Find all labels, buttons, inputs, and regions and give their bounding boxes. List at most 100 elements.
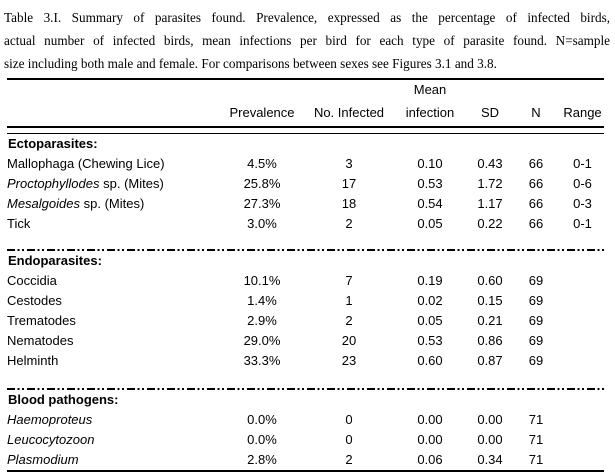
mean-infection-value: 0.05 — [417, 216, 443, 231]
mean-infection-value: 0.53 — [417, 176, 443, 191]
table-row: Nematodes 29.0% 20 0.53 0.86 69 — [7, 331, 604, 351]
range-value: 0-1 — [573, 156, 592, 171]
n-value: 66 — [528, 176, 544, 191]
no-infected-value: 3 — [345, 156, 353, 171]
col-header-range: Range — [563, 105, 602, 120]
no-infected-value: 7 — [345, 273, 353, 288]
sd-value: 0.87 — [477, 353, 503, 368]
range-value — [561, 410, 604, 430]
range-value — [561, 351, 604, 371]
mean-infection-value: 0.05 — [417, 313, 443, 328]
no-infected-value: 2 — [345, 313, 353, 328]
prevalence-value: 0.0% — [247, 412, 277, 427]
col-header-mean-top: Mean — [413, 82, 447, 97]
section-header-endoparasites: Endoparasites: — [7, 251, 604, 271]
sd-value: 0.34 — [477, 452, 503, 467]
no-infected-value: 23 — [341, 353, 357, 368]
prevalence-value: 27.3% — [243, 196, 281, 211]
parasite-label: Nematodes — [7, 333, 74, 348]
n-value: 69 — [528, 333, 544, 348]
genus-name: Proctophyllodes — [7, 176, 100, 191]
parasite-label: Helminth — [7, 353, 59, 368]
header-row-top: Mean — [7, 79, 604, 100]
n-value: 69 — [528, 313, 544, 328]
dashed-divider — [7, 387, 604, 390]
parasite-summary-table: Mean Prevalence No. Infected infection S… — [7, 78, 604, 472]
mean-infection-value: 0.54 — [417, 196, 443, 211]
table-row: Tick 3.0% 2 0.05 0.22 66 0-1 — [7, 214, 604, 234]
no-infected-value: 0 — [345, 412, 353, 427]
parasite-label: Cestodes — [7, 293, 62, 308]
prevalence-value: 29.0% — [243, 333, 281, 348]
col-header-n: N — [531, 105, 541, 120]
caption-line: size including both male and female. For… — [4, 56, 497, 71]
n-value: 66 — [528, 156, 544, 171]
prevalence-value: 0.0% — [247, 432, 277, 447]
section-title: Endoparasites: — [8, 253, 102, 268]
double-rule — [7, 126, 604, 134]
n-value: 71 — [528, 412, 544, 427]
col-header-prevalence: Prevalence — [229, 105, 295, 120]
mean-infection-value: 0.10 — [417, 156, 443, 171]
prevalence-value: 1.4% — [247, 293, 277, 308]
parasite-label: sp. (Mites) — [80, 196, 145, 211]
section-title: Blood pathogens: — [8, 392, 119, 407]
no-infected-value: 20 — [341, 333, 357, 348]
sd-value: 0.00 — [477, 432, 503, 447]
table-row: Plasmodium 2.8% 2 0.06 0.34 71 — [7, 450, 604, 471]
n-value: 71 — [528, 432, 544, 447]
n-value: 66 — [528, 196, 544, 211]
sd-value: 0.43 — [477, 156, 503, 171]
n-value: 71 — [528, 452, 544, 467]
genus-name: Haemoproteus — [7, 412, 93, 427]
prevalence-value: 4.5% — [247, 156, 277, 171]
n-value: 69 — [528, 353, 544, 368]
mean-infection-value: 0.06 — [417, 452, 443, 467]
header-row-bottom: Prevalence No. Infected infection SD N R… — [7, 100, 604, 126]
range-value — [561, 450, 604, 471]
col-header-sd: SD — [480, 105, 500, 120]
table-row: Cestodes 1.4% 1 0.02 0.15 69 — [7, 291, 604, 311]
no-infected-value: 17 — [341, 176, 357, 191]
table-row: Coccidia 10.1% 7 0.19 0.60 69 — [7, 271, 604, 291]
range-value — [561, 430, 604, 450]
prevalence-value: 33.3% — [243, 353, 281, 368]
mean-infection-value: 0.53 — [417, 333, 443, 348]
genus-name: Mesalgoides — [7, 196, 80, 211]
prevalence-value: 25.8% — [243, 176, 281, 191]
section-header-ectoparasites: Ectoparasites: — [7, 134, 604, 154]
prevalence-value: 2.9% — [247, 313, 277, 328]
section-title: Ectoparasites: — [8, 136, 98, 151]
range-value — [561, 291, 604, 311]
sd-value: 0.22 — [477, 216, 503, 231]
range-value: 0-3 — [573, 196, 592, 211]
table-row: Leucocytozoon 0.0% 0 0.00 0.00 71 — [7, 430, 604, 450]
table-row: Mallophaga (Chewing Lice) 4.5% 3 0.10 0.… — [7, 154, 604, 174]
sd-value: 0.15 — [477, 293, 503, 308]
n-value: 66 — [528, 216, 544, 231]
sd-value: 1.72 — [477, 176, 503, 191]
parasite-label: Trematodes — [7, 313, 76, 328]
range-value: 0-6 — [573, 176, 592, 191]
n-value: 69 — [528, 273, 544, 288]
sd-value: 0.60 — [477, 273, 503, 288]
range-value — [561, 311, 604, 331]
mean-infection-value: 0.00 — [417, 432, 443, 447]
table-row: Mesalgoides sp. (Mites) 27.3% 18 0.54 1.… — [7, 194, 604, 214]
prevalence-value: 10.1% — [243, 273, 281, 288]
mean-infection-value: 0.60 — [417, 353, 443, 368]
table-row: Helminth 33.3% 23 0.60 0.87 69 — [7, 351, 604, 371]
mean-infection-value: 0.02 — [417, 293, 443, 308]
sd-value: 1.17 — [477, 196, 503, 211]
mean-infection-value: 0.00 — [417, 412, 443, 427]
genus-name: Plasmodium — [7, 452, 79, 467]
table-wrapper: Mean Prevalence No. Infected infection S… — [7, 78, 615, 472]
table-row: Haemoproteus 0.0% 0 0.00 0.00 71 — [7, 410, 604, 430]
section-header-blood-pathogens: Blood pathogens: — [7, 390, 604, 410]
genus-name: Leucocytozoon — [7, 432, 95, 447]
prevalence-value: 3.0% — [247, 216, 277, 231]
parasite-label: Mallophaga (Chewing Lice) — [7, 156, 165, 171]
parasite-label: sp. (Mites) — [99, 176, 164, 191]
no-infected-value: 2 — [345, 216, 353, 231]
parasite-label: Coccidia — [7, 273, 57, 288]
